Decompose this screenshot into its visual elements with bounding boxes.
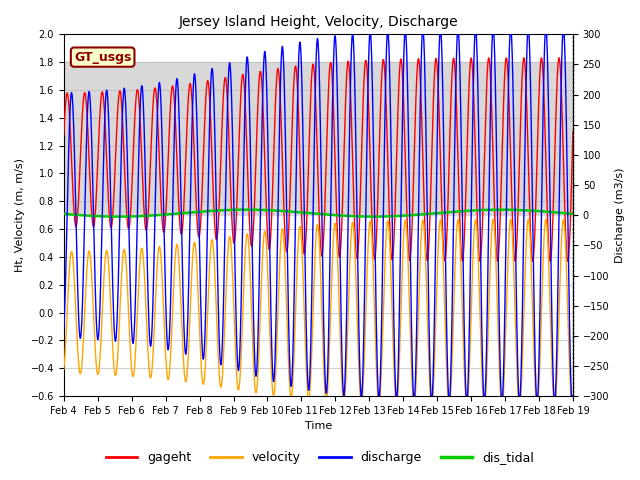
X-axis label: Time: Time [305, 421, 332, 432]
Title: Jersey Island Height, Velocity, Discharge: Jersey Island Height, Velocity, Discharg… [179, 15, 458, 29]
Y-axis label: Ht, Velocity (m, m/s): Ht, Velocity (m, m/s) [15, 158, 25, 272]
Legend: gageht, velocity, discharge, dis_tidal: gageht, velocity, discharge, dis_tidal [101, 446, 539, 469]
Y-axis label: Discharge (m3/s): Discharge (m3/s) [615, 168, 625, 263]
Bar [64, 62, 573, 215]
Text: GT_usgs: GT_usgs [74, 50, 131, 64]
